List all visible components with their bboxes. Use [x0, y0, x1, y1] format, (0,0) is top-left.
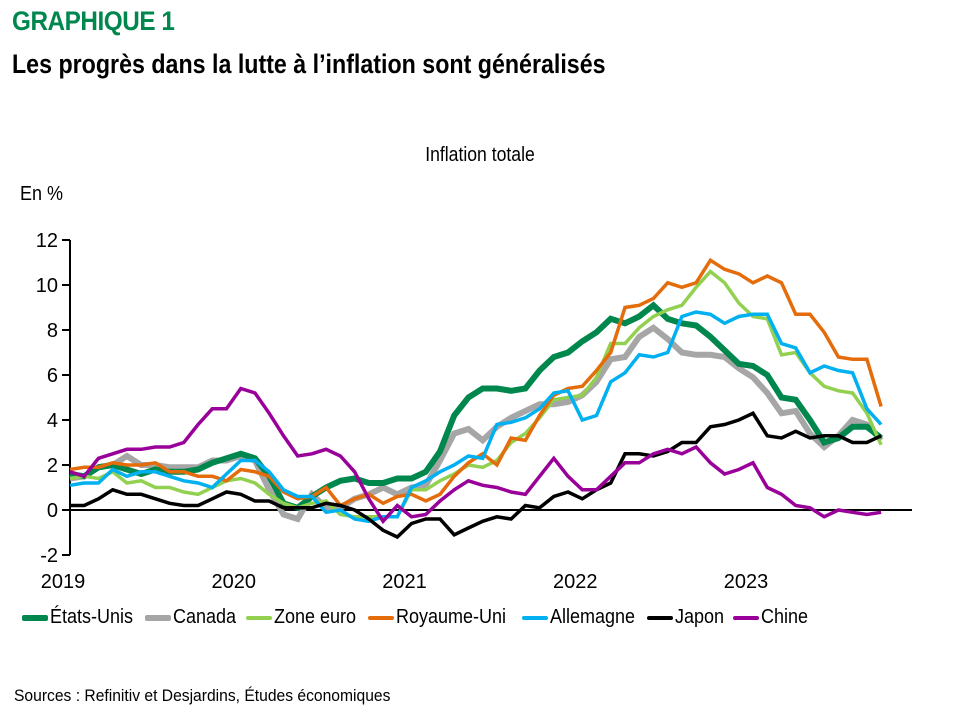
legend-label: Chine: [760, 606, 808, 628]
series-line-chine: [69, 386, 882, 525]
figure-label: GRAPHIQUE 1: [12, 6, 175, 36]
legend-label: Japon: [675, 606, 725, 628]
legend-item: États-Unis: [22, 606, 136, 629]
legend: États-Unis Canada Zone euro Royaume-Uni Alle…: [22, 606, 816, 629]
legend-swatch: [145, 614, 172, 621]
sources-note: Sources : Refinitiv et Desjardins, Étude…: [14, 686, 391, 705]
y-tick-label: 10: [36, 275, 58, 297]
series-line-allemagne: [69, 310, 883, 524]
axes: -2 0 2 4 6 8 10 12 2019 2020 2021 2022 2023: [36, 230, 912, 593]
legend-label: Allemagne: [549, 606, 635, 628]
line-chart: -2 0 2 4 6 8 10 12 2019 2020 2021 2022 2023: [36, 230, 912, 593]
x-tick-label: 2021: [382, 571, 427, 593]
x-tick-label: 2023: [724, 571, 769, 593]
y-tick-label: 2: [47, 455, 58, 477]
legend-swatch: [22, 614, 48, 621]
legend-label: Canada: [173, 606, 237, 628]
y-tick-label: 4: [47, 410, 58, 432]
y-axis-label: En %: [20, 183, 64, 205]
series-line-japon: [70, 411, 882, 540]
chart-title: Inflation totale: [425, 144, 535, 166]
x-tick-label: 2022: [553, 571, 598, 593]
legend-swatch: [246, 615, 273, 620]
y-tick-label: 8: [47, 320, 58, 342]
legend-item: Royaume-Uni: [368, 606, 512, 629]
y-tick-label: 12: [36, 230, 58, 252]
series-lines: [69, 257, 884, 540]
legend-item: Japon: [647, 606, 724, 629]
y-tick-label: 6: [47, 365, 58, 387]
legend-label: Zone euro: [274, 606, 357, 628]
x-tick-label: 2020: [212, 571, 257, 593]
y-tick-label: 0: [47, 500, 58, 522]
legend-swatch: [521, 615, 548, 620]
x-tick-label: 2019: [41, 571, 86, 593]
legend-swatch: [732, 615, 759, 620]
legend-label: États-Unis: [50, 606, 134, 628]
legend-item: Chine: [732, 606, 808, 629]
figure-title: Les progrès dans la lutte à l’inflation …: [12, 49, 606, 79]
legend-label: Royaume-Uni: [396, 606, 507, 628]
legend-swatch: [368, 615, 395, 620]
series-line-zone-euro: [69, 269, 883, 519]
series-line-etats-unis: [69, 301, 883, 512]
legend-item: Canada: [145, 606, 237, 629]
legend-item: Allemagne: [521, 606, 639, 629]
y-tick-label: -2: [40, 545, 58, 567]
legend-swatch: [647, 615, 674, 620]
legend-item: Zone euro: [246, 606, 359, 629]
